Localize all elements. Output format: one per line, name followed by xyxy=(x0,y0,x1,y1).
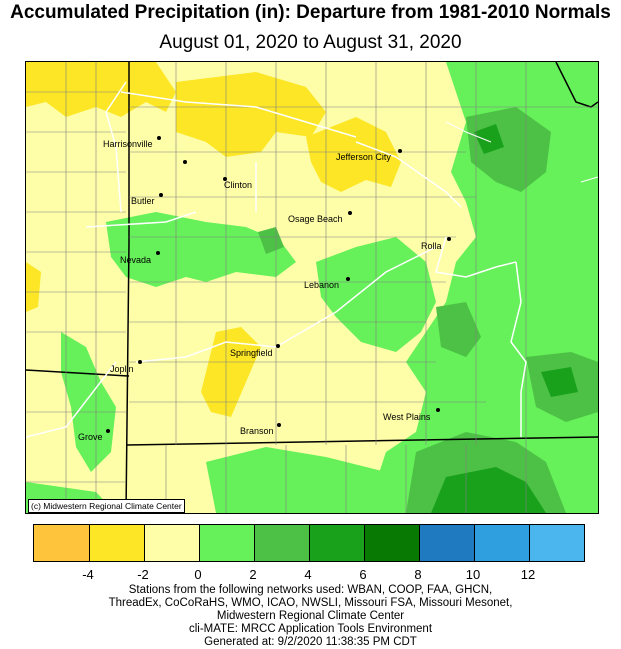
city-dot xyxy=(277,423,281,427)
legend-tick-label: 0 xyxy=(194,567,202,582)
city-dot xyxy=(436,408,440,412)
map-canvas xyxy=(26,62,598,513)
legend-tick-label: 10 xyxy=(465,567,481,582)
city-label: Lebanon xyxy=(304,280,340,290)
east-lines xyxy=(445,121,598,183)
wet-region-nevada-medium xyxy=(258,227,284,254)
legend-tick-label: 12 xyxy=(520,567,536,582)
legend-swatch xyxy=(364,525,419,561)
city-label: Rolla xyxy=(421,241,442,251)
dry-region-north-central xyxy=(176,72,326,157)
footer-tool: cli-MATE: MRCC Application Tools Environ… xyxy=(188,623,433,635)
city-label: Grove xyxy=(78,432,103,442)
city-dot xyxy=(156,251,160,255)
legend-swatch xyxy=(474,525,529,561)
legend-tick-label: 2 xyxy=(249,567,257,582)
footer-networks-line1: Stations from the following networks use… xyxy=(128,584,493,596)
map-subtitle: August 01, 2020 to August 31, 2020 xyxy=(159,32,462,53)
footer: Stations from the following networks use… xyxy=(0,584,621,649)
precipitation-map: Harrisonville Clinton Butler Jefferson C… xyxy=(25,61,599,514)
city-dot xyxy=(348,211,352,215)
legend-swatch xyxy=(144,525,199,561)
county-lines xyxy=(26,62,598,513)
city-dot xyxy=(447,237,451,241)
city-label: Harrisonville xyxy=(103,139,153,149)
wet-region-branson xyxy=(206,447,406,513)
city-dot xyxy=(138,360,142,364)
dry-region-northwest xyxy=(26,62,176,117)
legend-tick-label: -4 xyxy=(82,567,94,582)
legend-swatch xyxy=(309,525,364,561)
legend-swatch xyxy=(419,525,474,561)
wet-region-south-dark xyxy=(431,467,546,513)
footer-generated: Generated at: 9/2/2020 11:38:35 PM CDT xyxy=(204,636,417,648)
wet-region-ne-dark xyxy=(474,124,504,154)
legend-tick-label: 6 xyxy=(359,567,367,582)
wet-region-southwest xyxy=(61,332,116,472)
wet-region-nevada xyxy=(106,212,296,287)
city-label: Joplin xyxy=(110,364,134,374)
city-dot xyxy=(223,177,227,181)
city-label: West Plains xyxy=(383,412,431,422)
wet-region-lebanon-medium xyxy=(436,302,481,357)
state-borders xyxy=(26,62,598,513)
color-legend xyxy=(33,524,585,562)
city-label: Springfield xyxy=(230,348,273,358)
dry-region-west-edge xyxy=(26,262,41,312)
city-label: Branson xyxy=(240,426,274,436)
legend-tick-label: 4 xyxy=(304,567,312,582)
city-dot xyxy=(398,149,402,153)
city-dot xyxy=(276,344,280,348)
city-dot xyxy=(157,136,161,140)
city-dot xyxy=(183,160,187,164)
map-title: Accumulated Precipitation (in): Departur… xyxy=(10,2,611,23)
legend-tick-label: 8 xyxy=(414,567,422,582)
wet-region-se-dark xyxy=(541,367,578,397)
city-dot xyxy=(159,193,163,197)
city-label: Clinton xyxy=(224,180,253,190)
legend-swatch xyxy=(254,525,309,561)
footer-source: Midwestern Regional Climate Center xyxy=(216,610,405,622)
footer-networks-line2: ThreadEx, CoCoRaHS, WMO, ICAO, NWSLI, Mi… xyxy=(108,597,513,609)
dry-region-jefferson xyxy=(306,117,401,192)
city-dot xyxy=(346,277,350,281)
legend-swatch xyxy=(34,525,89,561)
legend-swatch xyxy=(199,525,254,561)
legend-swatch xyxy=(89,525,144,561)
city-dot xyxy=(106,429,110,433)
highways xyxy=(26,81,527,438)
dry-region-springfield xyxy=(201,327,261,417)
city-label: Osage Beach xyxy=(288,214,343,224)
legend-tick-label: -2 xyxy=(137,567,149,582)
city-label: Jefferson City xyxy=(336,152,391,162)
map-credit: (c) Midwestern Regional Climate Center xyxy=(28,499,185,513)
city-label: Nevada xyxy=(120,255,152,265)
legend-swatch xyxy=(529,525,584,561)
city-label: Butler xyxy=(131,196,155,206)
